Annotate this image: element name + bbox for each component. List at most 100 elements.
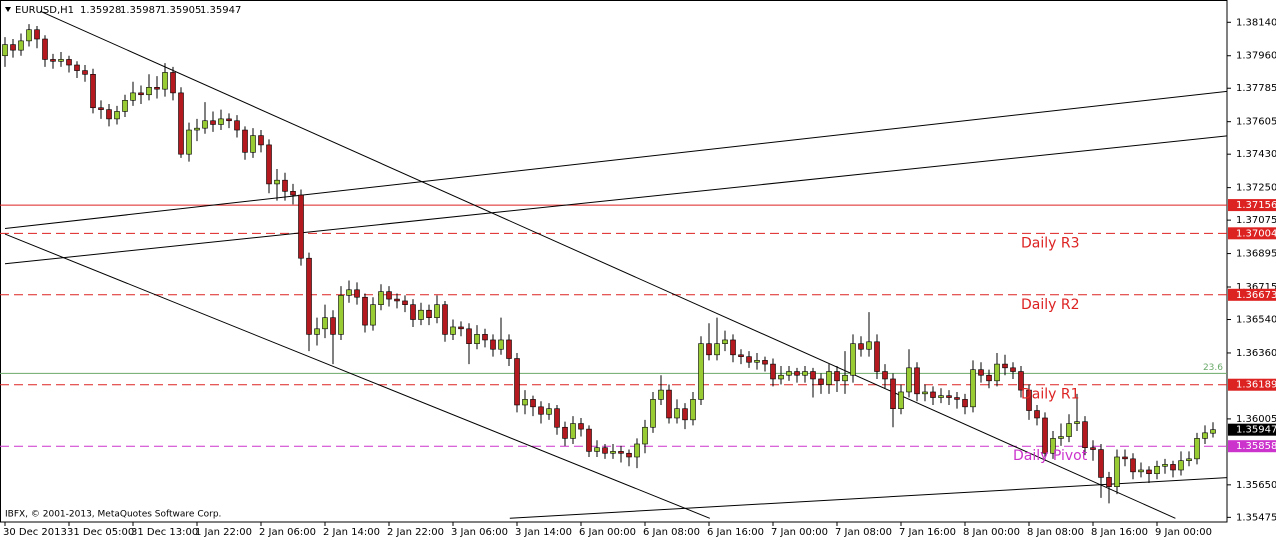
candle-body bbox=[1210, 429, 1216, 434]
y-tick-label: 1.37075 bbox=[1236, 215, 1276, 226]
x-tick-label: 8 Jan 00:00 bbox=[963, 527, 1020, 538]
candle-body bbox=[410, 304, 416, 320]
candle-body bbox=[458, 326, 464, 330]
x-tick-label: 1 Jan 22:00 bbox=[195, 527, 252, 538]
candle-body bbox=[58, 59, 64, 62]
candle-body bbox=[1090, 447, 1096, 450]
candle-body bbox=[82, 70, 88, 75]
candle-body bbox=[418, 309, 424, 320]
candle-body bbox=[786, 371, 792, 376]
x-tick-label: 31 Dec 13:00 bbox=[131, 527, 198, 538]
x-tick-label: 7 Jan 16:00 bbox=[899, 527, 956, 538]
candle-body bbox=[1002, 363, 1008, 369]
candle-body bbox=[354, 289, 360, 298]
candle-body bbox=[218, 118, 224, 125]
candle-body bbox=[18, 40, 24, 51]
candle-body bbox=[722, 339, 728, 344]
y-tick-label: 1.37960 bbox=[1236, 51, 1276, 62]
candle-body bbox=[74, 64, 80, 71]
candle-body bbox=[1202, 432, 1208, 439]
candle-body bbox=[506, 339, 512, 359]
candle-body bbox=[202, 120, 208, 129]
symbol: EURUSD,H1 bbox=[15, 5, 74, 16]
trendline bbox=[4, 233, 710, 519]
plot-frame bbox=[0, 0, 1228, 523]
candle-body bbox=[10, 44, 16, 51]
candle-body bbox=[194, 127, 200, 131]
candle-body bbox=[1178, 460, 1184, 471]
candle-body bbox=[1162, 464, 1168, 467]
candle-body bbox=[570, 423, 576, 439]
candle-body bbox=[906, 367, 912, 393]
level-price-box bbox=[1228, 227, 1276, 240]
candle-body bbox=[482, 334, 488, 341]
level-price-box bbox=[1228, 199, 1276, 212]
candle-body bbox=[818, 378, 824, 385]
candle-body bbox=[770, 363, 776, 380]
current-price-label: 1.35947 bbox=[1236, 425, 1276, 436]
level-price-box bbox=[1228, 378, 1276, 391]
y-tick-label: 1.36895 bbox=[1236, 249, 1276, 260]
candle-body bbox=[114, 111, 120, 120]
candle-body bbox=[1154, 465, 1160, 475]
candle-body bbox=[266, 144, 272, 185]
candle-body bbox=[610, 451, 616, 454]
candle-body bbox=[1026, 389, 1032, 411]
x-tick-label: 31 Dec 05:00 bbox=[67, 527, 134, 538]
candle-body bbox=[378, 291, 384, 305]
level-label: Daily R3 bbox=[1021, 235, 1080, 251]
candle-body bbox=[106, 109, 112, 120]
candle-body bbox=[850, 343, 856, 376]
candle-body bbox=[922, 391, 928, 395]
candle-body bbox=[1146, 469, 1152, 475]
candle-body bbox=[402, 300, 408, 305]
x-tick-label: 6 Jan 08:00 bbox=[643, 527, 700, 538]
candle-body bbox=[674, 408, 680, 419]
current-price-box bbox=[1228, 423, 1276, 436]
candle-body bbox=[426, 309, 432, 318]
candle-body bbox=[882, 371, 888, 380]
candle-body bbox=[282, 179, 288, 192]
candle-body bbox=[26, 29, 32, 42]
candle-body bbox=[842, 374, 848, 382]
candle-body bbox=[1034, 410, 1040, 419]
ohlc-low: 1.35905 bbox=[160, 5, 201, 16]
candle-body bbox=[322, 317, 328, 330]
candle-body bbox=[978, 369, 984, 376]
candle-body bbox=[954, 397, 960, 400]
candle-body bbox=[986, 374, 992, 382]
level-label: Daily R2 bbox=[1021, 297, 1080, 313]
candle-body bbox=[98, 107, 104, 110]
candle-body bbox=[1130, 458, 1136, 473]
level-price-box bbox=[1228, 288, 1276, 301]
candle-body bbox=[274, 179, 280, 185]
y-tick-label: 1.35650 bbox=[1236, 480, 1276, 491]
y-tick-label: 1.38140 bbox=[1236, 17, 1276, 28]
ohlc-close: 1.35947 bbox=[200, 5, 241, 16]
ohlc-open: 1.35928 bbox=[80, 5, 121, 16]
candle-body bbox=[946, 395, 952, 398]
x-tick-label: 7 Jan 00:00 bbox=[771, 527, 828, 538]
level-price-box bbox=[1228, 440, 1276, 453]
candle-body bbox=[434, 304, 440, 318]
candle-body bbox=[394, 298, 400, 302]
candle-body bbox=[754, 360, 760, 363]
candle-body bbox=[522, 399, 528, 406]
x-tick-label: 9 Jan 00:00 bbox=[1155, 527, 1212, 538]
y-tick-label: 1.37430 bbox=[1236, 149, 1276, 160]
candle-body bbox=[450, 326, 456, 335]
candle-body bbox=[474, 334, 480, 344]
candle-body bbox=[42, 38, 48, 60]
candle-body bbox=[546, 408, 552, 415]
plot-area bbox=[0, 10, 1227, 519]
x-tick-label: 6 Jan 00:00 bbox=[579, 527, 636, 538]
candle-body bbox=[138, 92, 144, 96]
x-tick-label: 30 Dec 2013 bbox=[3, 527, 67, 538]
candle-body bbox=[170, 72, 176, 94]
candle-body bbox=[2, 44, 8, 57]
candle-body bbox=[746, 356, 752, 363]
x-tick-label: 3 Jan 14:00 bbox=[515, 527, 572, 538]
candle-body bbox=[738, 354, 744, 357]
candle-body bbox=[810, 371, 816, 380]
